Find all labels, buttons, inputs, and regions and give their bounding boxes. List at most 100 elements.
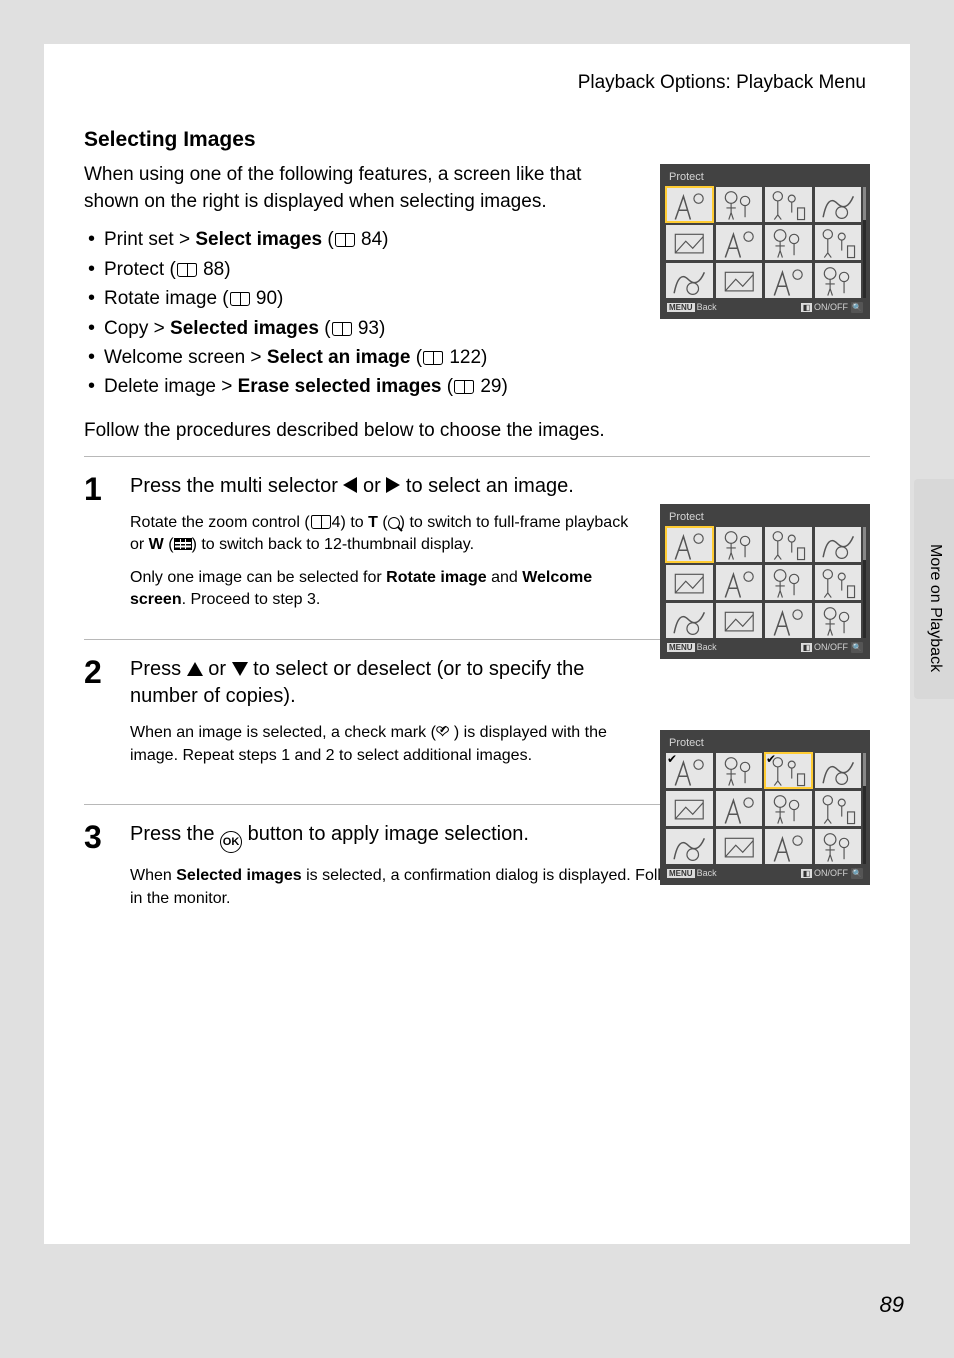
lcd-back: MENUBack — [667, 868, 717, 878]
side-label: More on Playback — [926, 544, 944, 672]
lcd-onoff: ◧ON/OFF🔍 — [801, 642, 863, 653]
lcd-footer: MENUBack ◧ON/OFF🔍 — [663, 298, 867, 316]
text: Press the — [130, 823, 220, 845]
text: When an image is selected, a check mark … — [130, 724, 436, 741]
text: button to apply image selection. — [242, 823, 529, 845]
book-icon — [230, 292, 250, 306]
bullet-item: Delete image > Erase selected images ( 2… — [84, 372, 870, 401]
lcd-grid — [663, 527, 867, 638]
lcd-scrollbar — [863, 753, 866, 864]
lcd-thumbnail — [765, 187, 812, 222]
text: Only one image can be selected for — [130, 569, 386, 586]
bullet-pre: Welcome screen > — [104, 347, 267, 368]
bullet-page: 84 — [361, 229, 382, 250]
book-icon — [335, 233, 355, 247]
divider — [84, 456, 870, 457]
lcd-thumbnail — [815, 225, 862, 260]
lcd-thumbnail — [765, 263, 812, 298]
page: Playback Options: Playback Menu Selectin… — [44, 44, 910, 1244]
bullet-item: Welcome screen > Select an image ( 122) — [84, 343, 870, 372]
lcd-thumbnail: ✔ — [765, 753, 812, 788]
lcd-screenshot-2: Protect MENUBack ◧ON/OFF🔍 — [660, 504, 870, 659]
bullet-strong: Selected images — [170, 318, 319, 339]
bullet-page: 122 — [449, 347, 481, 368]
step-number: 3 — [84, 821, 114, 951]
book-icon — [454, 380, 474, 394]
page-number: 89 — [880, 1292, 904, 1318]
book-icon — [332, 322, 352, 336]
lcd-thumbnail — [716, 187, 763, 222]
follow-text: Follow the procedures described below to… — [84, 420, 870, 442]
lcd-scrollbar — [863, 187, 866, 298]
bullet-pre: Protect — [104, 259, 164, 280]
lcd-thumbnail — [716, 753, 763, 788]
bullet-pre: Copy > — [104, 318, 170, 339]
lcd-thumbnail — [666, 225, 713, 260]
lcd-thumbnail — [765, 603, 812, 638]
text: ) to — [341, 514, 369, 531]
text: ( — [378, 514, 388, 531]
thumbnail-grid-icon — [174, 538, 192, 550]
lcd-thumbnail — [666, 565, 713, 600]
lcd-screenshot-1: Protect MENUBack ◧ON/OFF🔍 — [660, 164, 870, 319]
bullet-page: 88 — [203, 259, 224, 280]
bullet-strong: Select images — [195, 229, 322, 250]
lcd-thumbnail — [765, 791, 812, 826]
lcd-onoff: ◧ON/OFF🔍 — [801, 302, 863, 313]
step-sub: When an image is selected, a check mark … — [130, 722, 640, 767]
lcd-thumbnail — [765, 527, 812, 562]
lcd-thumbnail — [716, 791, 763, 826]
up-arrow-icon — [187, 662, 203, 676]
text: . Proceed to step 3. — [182, 591, 321, 608]
page-header: Playback Options: Playback Menu — [84, 72, 870, 94]
lcd-thumbnail — [666, 829, 713, 864]
lcd-grid: ✔✔ — [663, 753, 867, 864]
lcd-back: MENUBack — [667, 642, 717, 652]
lcd-footer: MENUBack ◧ON/OFF🔍 — [663, 864, 867, 882]
bullet-page: 93 — [358, 318, 379, 339]
lcd-thumbnail — [666, 187, 713, 222]
ok-button-icon: OK — [220, 831, 242, 853]
lcd-onoff: ◧ON/OFF🔍 — [801, 868, 863, 879]
step-heading: Press or to select or deselect (or to sp… — [130, 656, 640, 710]
intro-text: When using one of the following features… — [84, 162, 604, 215]
step-number: 2 — [84, 656, 114, 786]
text: ( — [164, 536, 174, 553]
lcd-thumbnail — [815, 753, 862, 788]
text: Press the multi selector — [130, 475, 343, 497]
text: Rotate image — [386, 569, 486, 586]
lcd-thumbnail — [716, 225, 763, 260]
lcd-title: Protect — [663, 167, 867, 187]
book-icon — [311, 515, 331, 529]
lcd-screenshot-3: Protect ✔✔ MENUBack ◧ON/OFF🔍 — [660, 730, 870, 885]
magnify-icon — [388, 517, 400, 529]
text: ) to switch back to 12-thumbnail display… — [192, 536, 475, 553]
text: Selected images — [176, 867, 301, 884]
book-icon — [423, 351, 443, 365]
lcd-thumbnail — [815, 565, 862, 600]
bullet-strong: Select an image — [267, 347, 411, 368]
lcd-thumbnail — [666, 791, 713, 826]
lcd-thumbnail — [815, 187, 862, 222]
lcd-thumbnail — [765, 225, 812, 260]
lcd-thumbnail — [815, 829, 862, 864]
text: or — [357, 475, 386, 497]
lcd-thumbnail — [765, 565, 812, 600]
text: and — [487, 569, 523, 586]
lcd-thumbnail — [815, 263, 862, 298]
step-sub: Only one image can be selected for Rotat… — [130, 567, 640, 612]
lcd-title: Protect — [663, 507, 867, 527]
text: or — [203, 658, 232, 680]
down-arrow-icon — [232, 662, 248, 676]
bullet-pre: Delete image > — [104, 376, 238, 397]
lcd-thumbnail — [716, 603, 763, 638]
lcd-title: Protect — [663, 733, 867, 753]
t-label: T — [368, 514, 378, 531]
bullet-pre: Print set > — [104, 229, 195, 250]
bullet-page: 29 — [480, 376, 501, 397]
lcd-thumbnail — [716, 565, 763, 600]
lcd-thumbnail — [765, 829, 812, 864]
lcd-back: MENUBack — [667, 302, 717, 312]
lcd-thumbnail — [815, 791, 862, 826]
text: to select an image. — [400, 475, 573, 497]
